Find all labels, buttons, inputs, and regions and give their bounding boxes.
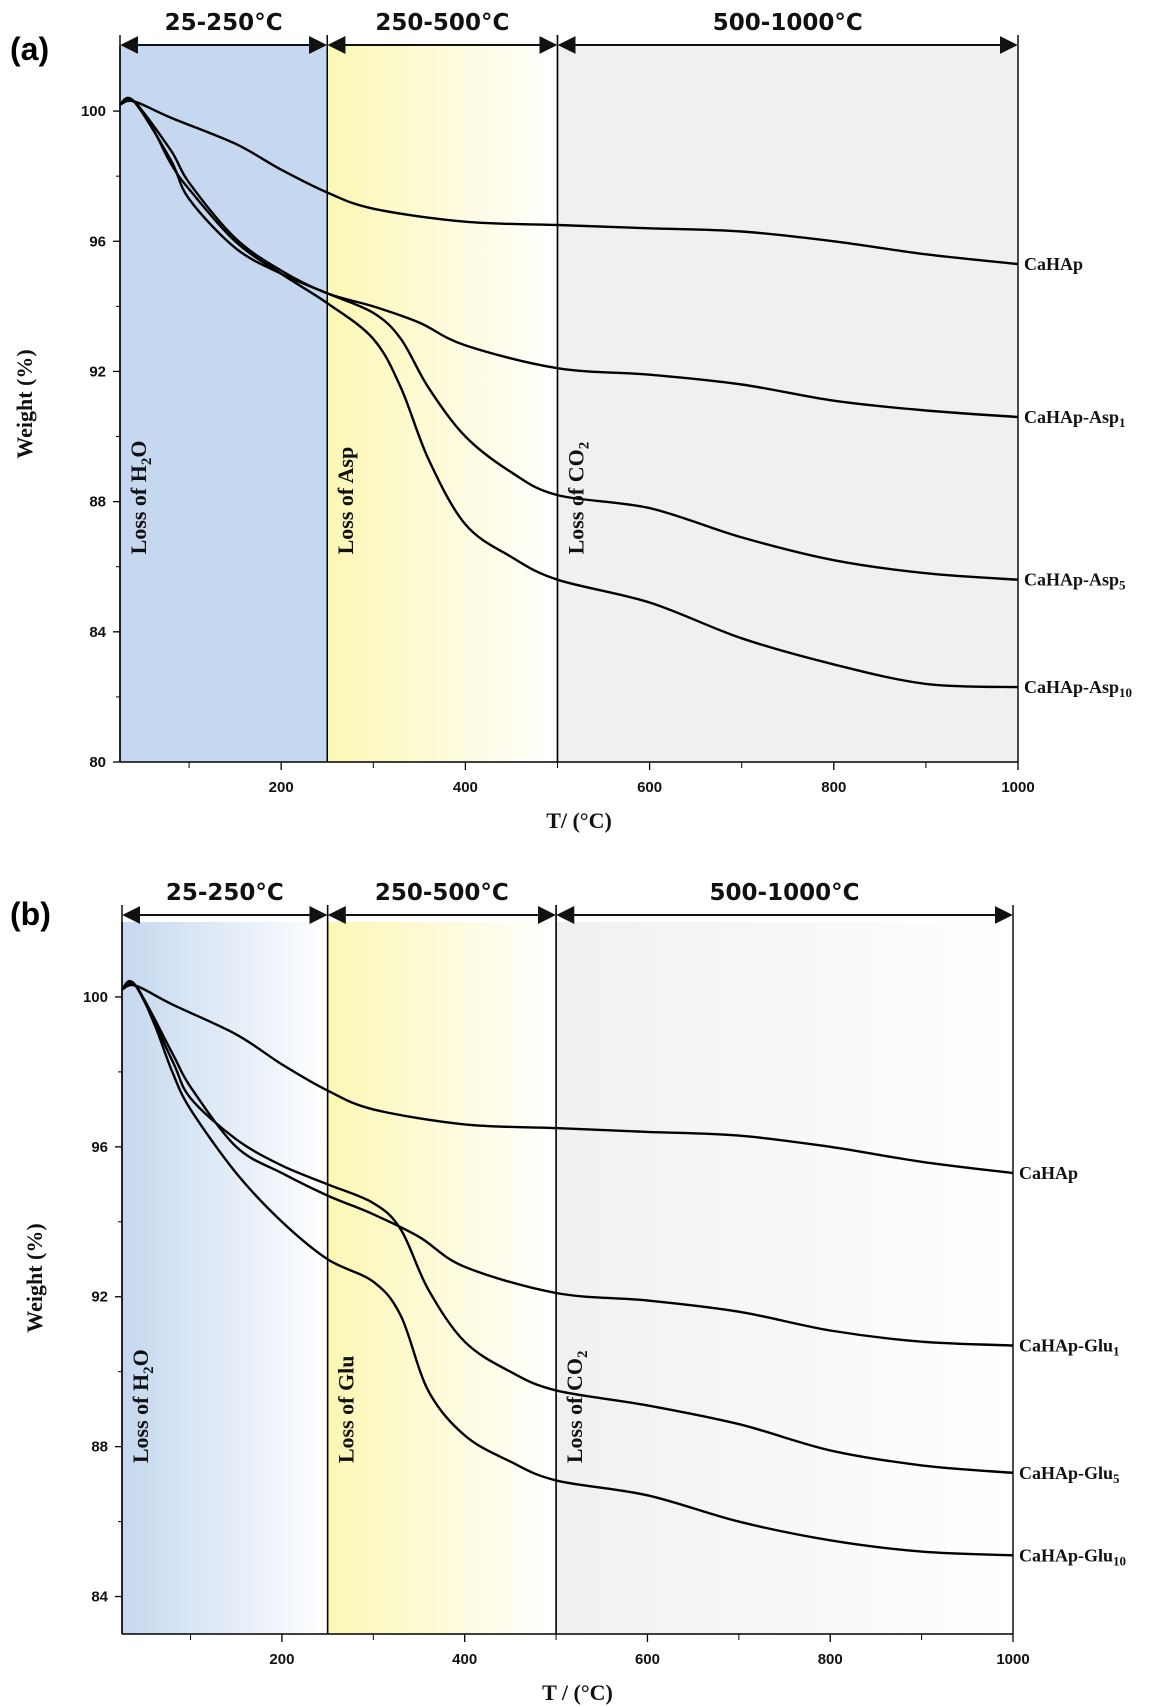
loss-label: Loss of Asp	[333, 447, 358, 555]
range-label: 250-500°C	[375, 880, 509, 906]
panel-a-chart: 25-250°C 250-500°C 500-1000°C 80 84 88 92 96 100…	[10, 10, 1132, 833]
x-axis-title: T/ (°C)	[546, 808, 612, 833]
y-tick-label: 80	[89, 754, 106, 771]
panel-letter: (a)	[10, 31, 49, 67]
loss-label: Loss of H2O	[128, 1349, 157, 1463]
series-label: CaHAp	[1019, 1163, 1078, 1183]
series-label: CaHAp-Asp1	[1024, 407, 1126, 430]
series-line-cahap-glu10	[121, 982, 1014, 1557]
loss-label: Loss of CO2	[562, 1350, 591, 1463]
y-tick-label: 84	[89, 624, 106, 641]
series-line-cahap	[119, 99, 1019, 266]
range-label: 25-250°C	[166, 880, 284, 906]
y-tick-label: 88	[89, 494, 106, 511]
x-tick-label: 800	[818, 1651, 843, 1668]
x-tick-label: 600	[637, 779, 662, 796]
series-label: CaHAp-Glu10	[1019, 1545, 1126, 1568]
x-axis-title: T / (°C)	[542, 1680, 613, 1705]
y-tick-label: 92	[89, 363, 106, 380]
temperature-range-band	[557, 46, 1018, 762]
temperature-range-band	[327, 46, 558, 762]
series-line-cahap-asp5	[119, 96, 1019, 581]
temperature-range-band	[556, 922, 1013, 1634]
y-axis-title: Weight (%)	[12, 349, 37, 458]
temperature-range-band	[327, 922, 557, 1634]
loss-label: Loss of H2O	[126, 440, 155, 554]
x-tick-label: 200	[269, 779, 294, 796]
y-axis-title: Weight (%)	[22, 1223, 47, 1332]
series-line-cahap-asp1	[119, 97, 1019, 419]
y-tick-label: 88	[91, 1439, 108, 1456]
y-tick-label: 96	[91, 1139, 108, 1156]
y-tick-label: 100	[81, 103, 106, 120]
y-tick-label: 92	[91, 1289, 108, 1306]
loss-label: Loss of Glu	[334, 1356, 359, 1464]
series-line-cahap-glu5	[121, 979, 1014, 1475]
y-tick-label: 96	[89, 233, 106, 250]
series-line-cahap-asp10	[119, 98, 1019, 689]
temperature-range-band	[120, 46, 328, 762]
panel-letter: (b)	[10, 896, 51, 932]
y-tick-label: 100	[83, 989, 108, 1006]
range-label: 500-1000°C	[713, 10, 863, 36]
series-label: CaHAp-Glu1	[1019, 1335, 1120, 1358]
loss-label: Loss of CO2	[563, 442, 592, 555]
series-label: CaHAp-Asp5	[1024, 570, 1126, 593]
x-tick-label: 600	[635, 1651, 660, 1668]
series-label: CaHAp	[1024, 254, 1083, 274]
temperature-range-band	[122, 922, 328, 1634]
panel-b-chart: 25-250°C 250-500°C 500-1000°C 84 88 92 96 100 20…	[10, 880, 1126, 1705]
range-label: 250-500°C	[375, 10, 509, 36]
x-tick-label: 400	[452, 1651, 477, 1668]
series-label: CaHAp-Glu5	[1019, 1463, 1120, 1486]
series-line-cahap-glu1	[121, 980, 1014, 1347]
x-tick-label: 1000	[1001, 779, 1034, 796]
series-label: CaHAp-Asp10	[1024, 677, 1132, 700]
range-label: 500-1000°C	[710, 880, 860, 906]
series-line-cahap	[121, 983, 1014, 1175]
x-tick-label: 400	[453, 779, 478, 796]
range-label: 25-250°C	[165, 10, 283, 36]
x-tick-label: 200	[269, 1651, 294, 1668]
y-tick-label: 84	[91, 1589, 108, 1606]
x-tick-label: 1000	[996, 1651, 1029, 1668]
x-tick-label: 800	[821, 779, 846, 796]
